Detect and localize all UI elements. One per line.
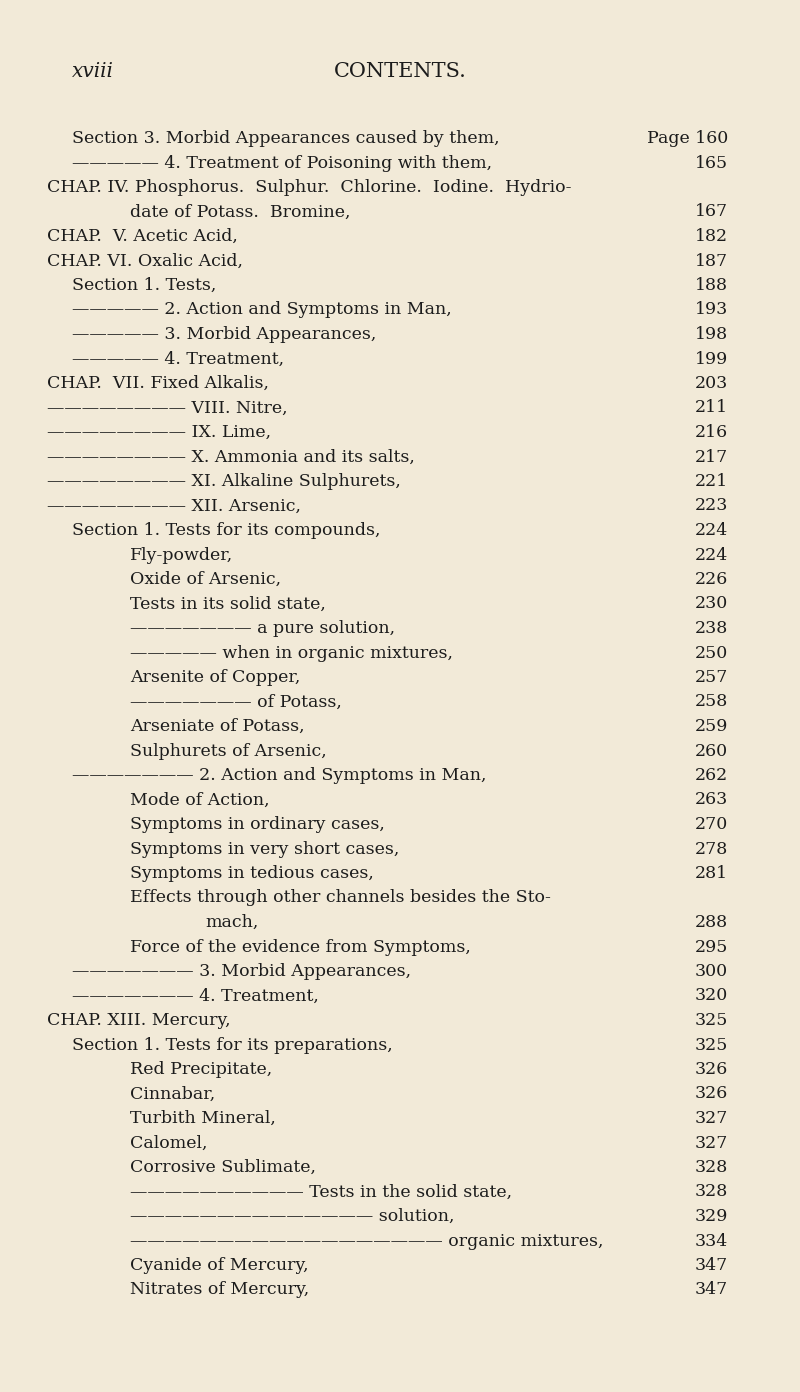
Text: Fly-powder,: Fly-powder, (130, 547, 234, 564)
Text: 300: 300 (695, 963, 728, 980)
Text: ——————— 3. Morbid Appearances,: ——————— 3. Morbid Appearances, (72, 963, 411, 980)
Text: 187: 187 (695, 252, 728, 270)
Text: Nitrates of Mercury,: Nitrates of Mercury, (130, 1282, 310, 1299)
Text: 188: 188 (695, 277, 728, 294)
Text: 211: 211 (695, 400, 728, 416)
Text: 224: 224 (694, 522, 728, 539)
Text: CHAP.  VII. Fixed Alkalis,: CHAP. VII. Fixed Alkalis, (47, 374, 269, 393)
Text: 288: 288 (695, 915, 728, 931)
Text: 320: 320 (694, 987, 728, 1005)
Text: 217: 217 (694, 448, 728, 465)
Text: Symptoms in tedious cases,: Symptoms in tedious cases, (130, 864, 374, 883)
Text: 167: 167 (695, 203, 728, 220)
Text: 260: 260 (695, 742, 728, 760)
Text: 182: 182 (695, 228, 728, 245)
Text: ———————— IX. Lime,: ———————— IX. Lime, (47, 425, 271, 441)
Text: ———————— X. Ammonia and its salts,: ———————— X. Ammonia and its salts, (47, 448, 415, 465)
Text: mach,: mach, (205, 915, 258, 931)
Text: ————— 4. Treatment of Poisoning with them,: ————— 4. Treatment of Poisoning with the… (72, 155, 492, 171)
Text: —————————————————— organic mixtures,: —————————————————— organic mixtures, (130, 1232, 603, 1250)
Text: —————————— Tests in the solid state,: —————————— Tests in the solid state, (130, 1183, 512, 1200)
Text: 238: 238 (694, 619, 728, 638)
Text: Calomel,: Calomel, (130, 1134, 207, 1151)
Text: Cyanide of Mercury,: Cyanide of Mercury, (130, 1257, 309, 1274)
Text: Corrosive Sublimate,: Corrosive Sublimate, (130, 1160, 316, 1176)
Text: 257: 257 (694, 670, 728, 686)
Text: 325: 325 (694, 1012, 728, 1029)
Text: ————— when in organic mixtures,: ————— when in organic mixtures, (130, 644, 453, 661)
Text: 203: 203 (694, 374, 728, 393)
Text: ———————— XII. Arsenic,: ———————— XII. Arsenic, (47, 497, 301, 515)
Text: 326: 326 (694, 1061, 728, 1077)
Text: 199: 199 (694, 351, 728, 367)
Text: 223: 223 (694, 497, 728, 515)
Text: 224: 224 (694, 547, 728, 564)
Text: 326: 326 (694, 1086, 728, 1102)
Text: CHAP. VI. Oxalic Acid,: CHAP. VI. Oxalic Acid, (47, 252, 243, 270)
Text: Section 1. Tests,: Section 1. Tests, (72, 277, 216, 294)
Text: Cinnabar,: Cinnabar, (130, 1086, 215, 1102)
Text: 295: 295 (694, 938, 728, 955)
Text: 258: 258 (694, 693, 728, 710)
Text: 226: 226 (694, 571, 728, 587)
Text: 278: 278 (694, 841, 728, 857)
Text: Section 3. Morbid Appearances caused by them,: Section 3. Morbid Appearances caused by … (72, 129, 500, 148)
Text: Section 1. Tests for its preparations,: Section 1. Tests for its preparations, (72, 1037, 393, 1054)
Text: ———————— XI. Alkaline Sulphurets,: ———————— XI. Alkaline Sulphurets, (47, 473, 401, 490)
Text: CHAP. XIII. Mercury,: CHAP. XIII. Mercury, (47, 1012, 230, 1029)
Text: Sulphurets of Arsenic,: Sulphurets of Arsenic, (130, 742, 326, 760)
Text: 334: 334 (694, 1232, 728, 1250)
Text: 230: 230 (694, 596, 728, 612)
Text: 329: 329 (694, 1208, 728, 1225)
Text: Red Precipitate,: Red Precipitate, (130, 1061, 272, 1077)
Text: ——————— 4. Treatment,: ——————— 4. Treatment, (72, 987, 319, 1005)
Text: Tests in its solid state,: Tests in its solid state, (130, 596, 326, 612)
Text: 262: 262 (694, 767, 728, 784)
Text: 347: 347 (694, 1257, 728, 1274)
Text: ————— 2. Action and Symptoms in Man,: ————— 2. Action and Symptoms in Man, (72, 302, 452, 319)
Text: 325: 325 (694, 1037, 728, 1054)
Text: Symptoms in ordinary cases,: Symptoms in ordinary cases, (130, 816, 385, 832)
Text: Force of the evidence from Symptoms,: Force of the evidence from Symptoms, (130, 938, 471, 955)
Text: Effects through other channels besides the Sto-: Effects through other channels besides t… (130, 889, 551, 906)
Text: Mode of Action,: Mode of Action, (130, 792, 270, 809)
Text: Arseniate of Potass,: Arseniate of Potass, (130, 718, 305, 735)
Text: CONTENTS.: CONTENTS. (334, 63, 466, 81)
Text: 216: 216 (695, 425, 728, 441)
Text: Oxide of Arsenic,: Oxide of Arsenic, (130, 571, 281, 587)
Text: xviii: xviii (72, 63, 114, 81)
Text: 263: 263 (694, 792, 728, 809)
Text: ——————— 2. Action and Symptoms in Man,: ——————— 2. Action and Symptoms in Man, (72, 767, 486, 784)
Text: Page 160: Page 160 (646, 129, 728, 148)
Text: ———————— VIII. Nitre,: ———————— VIII. Nitre, (47, 400, 288, 416)
Text: 327: 327 (694, 1134, 728, 1151)
Text: —————————————— solution,: —————————————— solution, (130, 1208, 454, 1225)
Text: 281: 281 (695, 864, 728, 883)
Text: 250: 250 (694, 644, 728, 661)
Text: 327: 327 (694, 1109, 728, 1128)
Text: 259: 259 (694, 718, 728, 735)
Text: 198: 198 (695, 326, 728, 342)
Text: 347: 347 (694, 1282, 728, 1299)
Text: CHAP.  V. Acetic Acid,: CHAP. V. Acetic Acid, (47, 228, 238, 245)
Text: 165: 165 (695, 155, 728, 171)
Text: 270: 270 (694, 816, 728, 832)
Text: Section 1. Tests for its compounds,: Section 1. Tests for its compounds, (72, 522, 381, 539)
Text: date of Potass.  Bromine,: date of Potass. Bromine, (130, 203, 350, 220)
Text: 328: 328 (694, 1160, 728, 1176)
Text: ————— 4. Treatment,: ————— 4. Treatment, (72, 351, 284, 367)
Text: 193: 193 (694, 302, 728, 319)
Text: Symptoms in very short cases,: Symptoms in very short cases, (130, 841, 399, 857)
Text: Arsenite of Copper,: Arsenite of Copper, (130, 670, 300, 686)
Text: CHAP. IV. Phosphorus.  Sulphur.  Chlorine.  Iodine.  Hydrio-: CHAP. IV. Phosphorus. Sulphur. Chlorine.… (47, 180, 571, 196)
Text: ——————— a pure solution,: ——————— a pure solution, (130, 619, 395, 638)
Text: Turbith Mineral,: Turbith Mineral, (130, 1109, 276, 1128)
Text: ——————— of Potass,: ——————— of Potass, (130, 693, 342, 710)
Text: ————— 3. Morbid Appearances,: ————— 3. Morbid Appearances, (72, 326, 376, 342)
Text: 328: 328 (694, 1183, 728, 1200)
Text: 221: 221 (694, 473, 728, 490)
